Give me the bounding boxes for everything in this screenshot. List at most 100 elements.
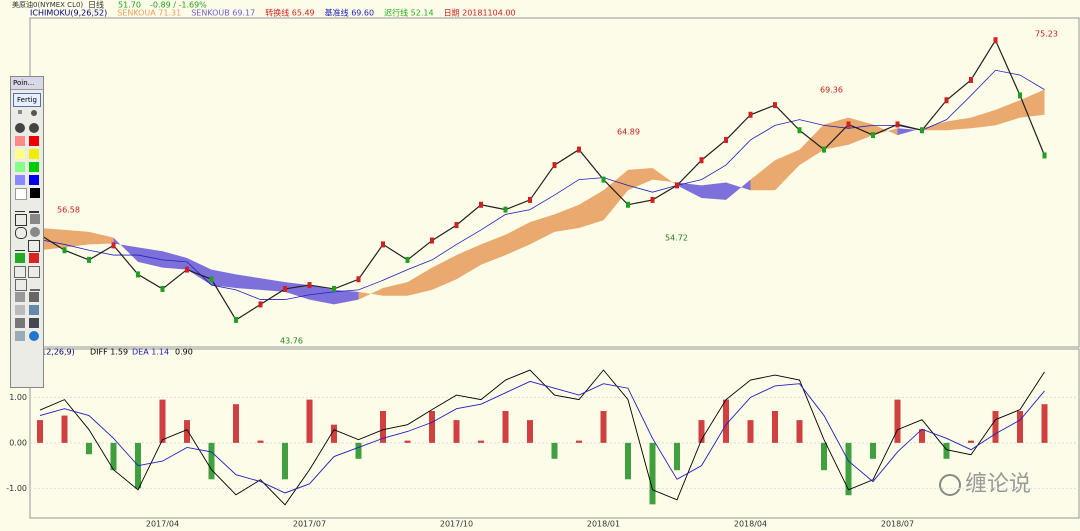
cloud: [383, 282, 408, 296]
annotation: 56.58: [57, 206, 80, 215]
candle: [62, 247, 67, 254]
histogram-bar: [870, 442, 876, 459]
tools[interactable]: [13, 266, 41, 278]
cloud: [652, 167, 677, 186]
tools[interactable]: [13, 331, 41, 341]
candle: [234, 316, 238, 323]
histogram-bar: [110, 442, 117, 471]
histogram-bar: [919, 429, 925, 443]
legend-item: 转换线 65.49: [265, 8, 314, 18]
histogram-bar: [968, 440, 974, 443]
candle: [356, 276, 361, 283]
cloud: [481, 234, 506, 265]
tools[interactable]: [13, 201, 41, 213]
histogram-bar: [1041, 404, 1048, 443]
histogram-bar: [772, 411, 778, 443]
legend-item: 日期 20181104.00: [444, 9, 516, 18]
annotation: 69.36: [820, 86, 843, 95]
candle: [283, 285, 287, 292]
legend-item: DIFF 1.59: [90, 348, 128, 357]
legend-item: SENKOUA 71.31: [117, 9, 181, 18]
histogram-bar: [453, 420, 460, 443]
histogram-bar: [331, 424, 337, 443]
annotation: 54.72: [665, 234, 688, 243]
cloud: [995, 100, 1020, 126]
histogram-bar: [380, 411, 386, 443]
macd-line: [39, 369, 1045, 506]
tools[interactable]: [13, 214, 41, 226]
cloud: [579, 190, 604, 228]
candle: [479, 201, 483, 208]
cloud: [113, 237, 138, 262]
done-button[interactable]: Fertig: [13, 93, 41, 107]
cloud: [505, 222, 530, 256]
histogram-bar: [796, 420, 803, 443]
tools[interactable]: [13, 240, 41, 252]
cloud: [309, 285, 334, 305]
tools[interactable]: [13, 279, 41, 291]
histogram-bar: [845, 442, 852, 496]
candle: [87, 256, 91, 263]
toolbox: Poin... Fertig: [10, 76, 44, 388]
x-tick-label: 2018/07: [881, 520, 914, 529]
cloud: [971, 109, 996, 129]
candle: [871, 132, 875, 139]
candle: [111, 242, 116, 249]
candle: [1042, 152, 1047, 159]
candle: [601, 176, 606, 183]
candle: [969, 76, 973, 83]
histogram-bar: [37, 420, 43, 443]
tools[interactable]: [13, 305, 41, 315]
tools[interactable]: [13, 318, 41, 328]
cloud: [897, 128, 922, 136]
histogram-bar: [306, 399, 313, 443]
price-panel: [29, 17, 1080, 348]
histogram-bar: [1017, 411, 1023, 443]
histogram-bar: [821, 442, 827, 471]
cloud: [799, 124, 824, 166]
cloud: [432, 255, 457, 290]
histogram-bar: [747, 420, 754, 443]
colors: [13, 162, 41, 172]
cloud: [946, 117, 971, 131]
cloud: [407, 267, 432, 296]
macd-line: [39, 380, 1045, 494]
cloud: [334, 289, 359, 305]
watermark-icon: [939, 474, 961, 496]
histogram-bar: [257, 440, 264, 443]
histogram-bar: [600, 411, 607, 443]
y-tick-label: -1.00: [6, 484, 27, 493]
cloud: [64, 229, 89, 248]
cloud: [236, 274, 261, 290]
cloud: [848, 117, 873, 145]
histogram-bar: [86, 442, 92, 455]
cloud: [750, 160, 775, 191]
x-tick-label: 2017/07: [293, 520, 326, 529]
legend-item: ICHIMOKU(9,26,52): [30, 9, 107, 18]
toolbox-title: Poin...: [11, 77, 43, 90]
histogram-bar: [723, 399, 729, 443]
histogram-bar: [551, 442, 558, 459]
candle: [577, 146, 581, 153]
candle: [307, 282, 312, 289]
change: -0.89 / -1.69%: [150, 1, 207, 10]
candle: [430, 237, 434, 244]
candle: [748, 111, 753, 118]
y-tick-label: 1.00: [9, 393, 27, 402]
candle: [454, 222, 459, 229]
candle: [136, 271, 140, 278]
tools[interactable]: [13, 227, 41, 239]
y-tick-label: 0.00: [9, 438, 27, 447]
period: 日线: [88, 0, 104, 10]
histogram-bar: [625, 442, 631, 480]
x-tick-label: 2017/04: [146, 520, 179, 529]
tools[interactable]: [13, 253, 41, 263]
icons: [13, 110, 41, 120]
candle: [258, 301, 263, 308]
candle: [503, 206, 508, 213]
cloud: [358, 287, 383, 300]
candle: [185, 266, 189, 273]
histogram-bar: [576, 440, 582, 443]
tools[interactable]: [13, 292, 41, 302]
